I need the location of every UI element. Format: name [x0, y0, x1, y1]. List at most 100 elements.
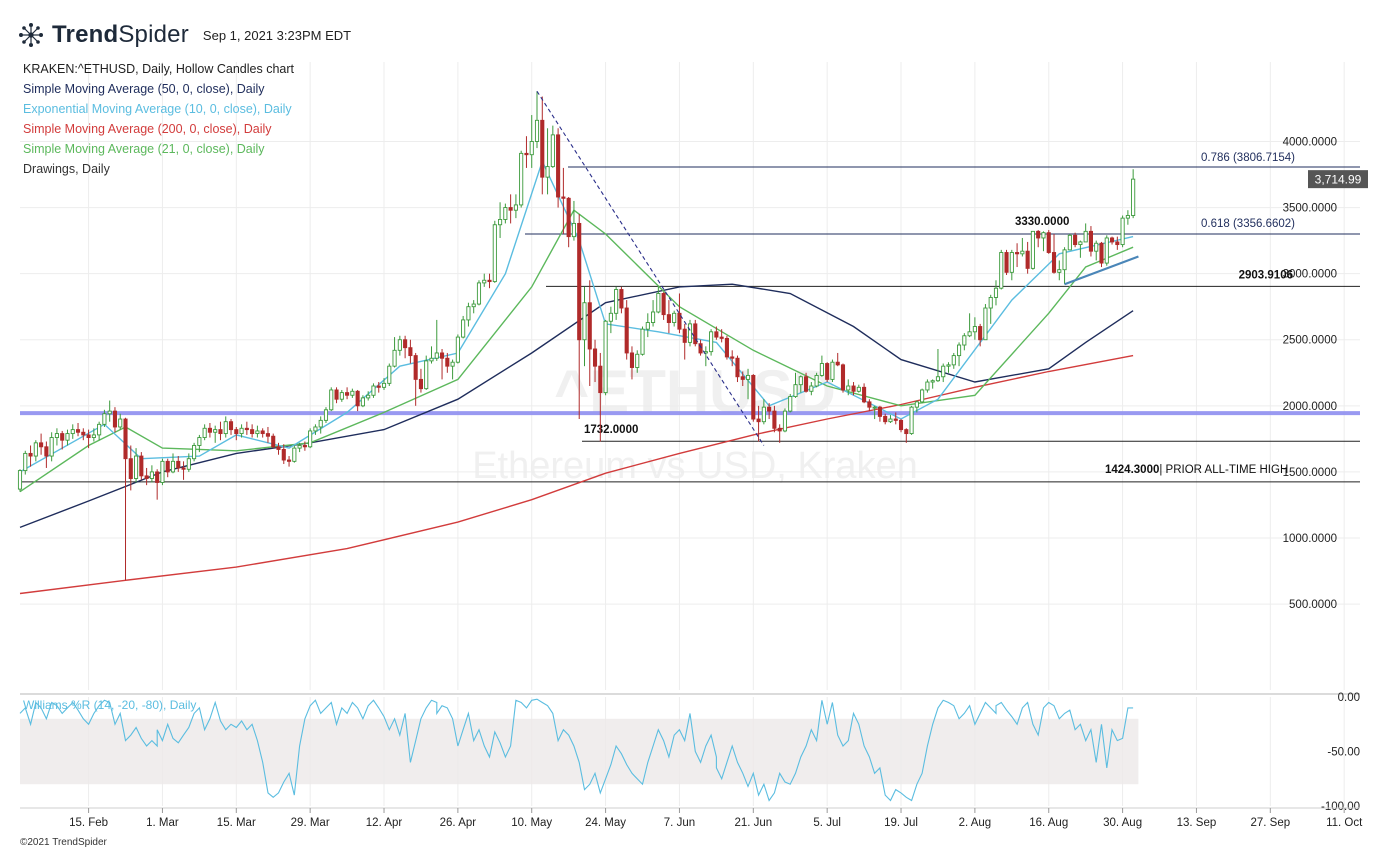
candle [75, 423, 81, 437]
candle-body [323, 409, 329, 421]
candle-body [724, 337, 729, 358]
candle [666, 300, 671, 334]
candle-body [302, 445, 307, 448]
candle-body [751, 374, 756, 420]
candle-body [44, 446, 49, 457]
candle [1115, 236, 1120, 250]
candle-body [888, 418, 893, 423]
candle [1099, 241, 1104, 268]
downtrend-line [536, 90, 765, 446]
candle [302, 441, 307, 451]
candle [793, 372, 798, 398]
candle-body [287, 459, 292, 462]
candle [745, 368, 751, 400]
candle-body [128, 458, 133, 479]
candle [107, 400, 112, 422]
candle-body [1120, 217, 1125, 246]
candle-body [851, 385, 856, 392]
candle-body [434, 352, 439, 359]
candle-body [17, 470, 23, 490]
candle-body [75, 429, 81, 433]
candle [935, 348, 941, 383]
candle [65, 429, 70, 446]
candle-body [545, 166, 550, 178]
candle-body [292, 447, 297, 462]
candle [983, 304, 988, 341]
candle [571, 200, 576, 241]
candle [914, 400, 919, 413]
candle [118, 413, 123, 430]
candle-body [540, 119, 545, 178]
candle-body [862, 386, 867, 403]
candle-body [244, 427, 249, 431]
candle [1073, 232, 1078, 248]
candle-body [577, 222, 582, 341]
candle-body [967, 331, 972, 337]
candle-body [603, 320, 608, 394]
candle-body [1030, 230, 1035, 269]
candle-body [598, 365, 603, 394]
candle [255, 425, 260, 438]
candle-body [207, 427, 212, 433]
legend-item-drawings[interactable]: Drawings, Daily [23, 162, 110, 176]
candle [782, 408, 788, 433]
candle [197, 434, 202, 453]
x-tick-label: 24. May [585, 817, 626, 829]
candle-body [745, 374, 751, 380]
candle-body [682, 328, 687, 343]
x-tick-label: 7. Jun [664, 817, 695, 829]
candle [160, 458, 165, 486]
legend-item-ema10[interactable]: Exponential Moving Average (10, 0, close… [23, 102, 292, 116]
candle [123, 417, 128, 581]
candle-body [1015, 252, 1020, 255]
candle [1094, 240, 1099, 261]
williams-r-line [19, 698, 1134, 802]
candle-body [476, 282, 482, 305]
candle-body [387, 365, 392, 384]
candle [730, 350, 735, 367]
candle-body [503, 207, 508, 220]
candle-body [186, 458, 191, 470]
candle [17, 469, 23, 492]
candle-body [192, 445, 197, 460]
candle [60, 430, 65, 450]
brand-header: TrendSpider Sep 1, 2021 3:23PM EDT [18, 20, 351, 50]
candle-body [788, 396, 793, 412]
candle [308, 428, 313, 449]
candle-body [856, 386, 861, 392]
candle [851, 382, 856, 396]
candle-body [360, 397, 365, 407]
last-price-label: 3,714.99 [1315, 173, 1362, 187]
candle [1004, 249, 1009, 275]
candle [228, 419, 234, 435]
last-price-badge [1308, 170, 1368, 189]
candle [49, 432, 54, 462]
candle [830, 359, 835, 383]
legend-item-sma200[interactable]: Simple Moving Average (200, 0, close), D… [23, 122, 272, 136]
candle-body [993, 287, 999, 298]
candle-body [619, 289, 624, 309]
candle [972, 317, 977, 340]
candle-body [793, 384, 798, 398]
legend-item-sma50[interactable]: Simple Moving Average (50, 0, close), Da… [23, 82, 265, 96]
candle [1020, 237, 1025, 257]
candle-body [250, 429, 255, 435]
candle [81, 428, 86, 441]
candle-body [582, 302, 587, 341]
candle [957, 342, 962, 367]
candle-body [935, 376, 941, 382]
candle-body [339, 392, 344, 400]
candle-body [819, 363, 824, 376]
x-tick-label: 5. Jul [813, 817, 841, 829]
level-label: 1732.0000 [584, 424, 638, 436]
candle-body [840, 364, 846, 391]
candle [165, 458, 170, 478]
candle-body [439, 352, 445, 359]
legend-item-sma21[interactable]: Simple Moving Average (21, 0, close), Da… [23, 142, 265, 156]
candle [213, 425, 218, 443]
williams-r-label[interactable]: Williams %R (14, -20, -80), Daily [23, 698, 197, 712]
candle-body [1099, 242, 1104, 264]
candle [492, 220, 497, 283]
candle [260, 428, 265, 438]
